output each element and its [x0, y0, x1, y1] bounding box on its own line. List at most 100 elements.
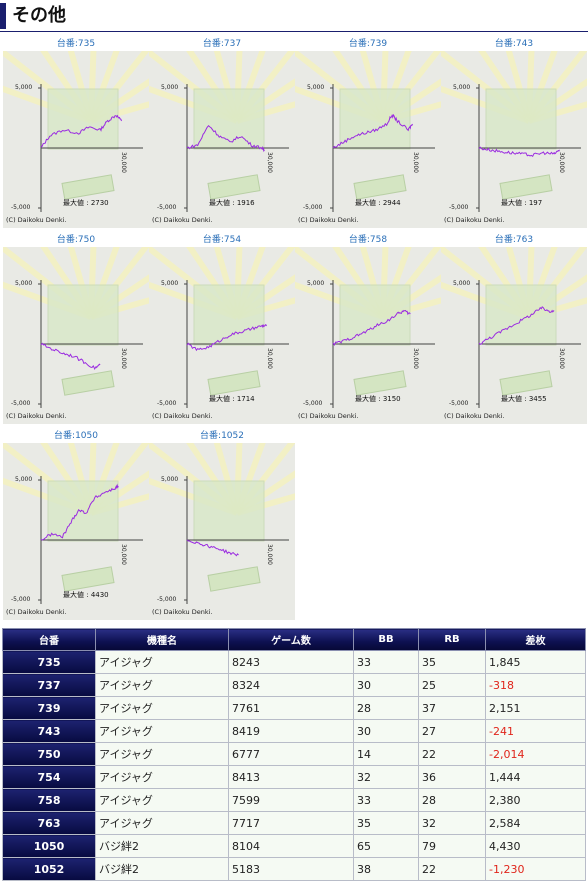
- graph-machine-link[interactable]: 台番:739: [348, 39, 388, 49]
- machine-number-cell: 743: [2, 719, 96, 743]
- max-value: 最大値 : 3455: [501, 394, 547, 404]
- bb-count-cell: 65: [353, 834, 419, 858]
- coin-diff-cell: -2,014: [485, 742, 586, 766]
- model-name-cell: アイジャグ: [95, 673, 229, 697]
- table-row: 750 アイジャグ 6777 14 22 -2,014: [2, 742, 586, 766]
- coin-diff-cell: -1,230: [485, 857, 586, 881]
- table-row: 739 アイジャグ 7761 28 37 2,151: [2, 696, 586, 720]
- col-header-model: 機種名: [95, 628, 229, 651]
- graph-machine-link[interactable]: 台番:735: [56, 39, 96, 49]
- rb-count-cell: 28: [418, 788, 486, 812]
- tray-illustration: [61, 370, 115, 396]
- graph-svg: [3, 443, 149, 604]
- bb-count-cell: 30: [353, 719, 419, 743]
- machine-illustration: [193, 88, 265, 150]
- graph-card: 台番:763 5,000 -5,000 30,000 最大値 : 3455 (C) Dai…: [441, 234, 587, 424]
- y-tick-bottom: -5,000: [157, 400, 177, 407]
- max-value-prefix: 最大値 :: [209, 199, 237, 207]
- y-tick-bottom: -5,000: [11, 596, 31, 603]
- table-row: 754 アイジャグ 8413 32 36 1,444: [2, 765, 586, 789]
- rb-count-cell: 79: [418, 834, 486, 858]
- y-tick-bottom: -5,000: [303, 400, 323, 407]
- y-tick-bottom: -5,000: [449, 204, 469, 211]
- graph-panel: 5,000 -5,000 30,000 最大値 : 1916 (C) Daikoku D…: [149, 51, 295, 228]
- max-value: 最大値 : 1916: [209, 198, 255, 208]
- game-count-cell: 8413: [228, 765, 354, 789]
- graph-machine-link[interactable]: 台番:750: [56, 235, 96, 245]
- machine-illustration: [339, 284, 411, 346]
- graph-machine-link[interactable]: 台番:743: [494, 39, 534, 49]
- graph-card: 台番:754 5,000 -5,000 30,000 最大値 : 1714 (C) Dai…: [149, 234, 295, 424]
- rb-count-cell: 25: [418, 673, 486, 697]
- slump-line: [40, 114, 122, 148]
- slump-line: [40, 483, 119, 541]
- copyright: (C) Daikoku Denki.: [444, 216, 505, 224]
- table-row: 763 アイジャグ 7717 35 32 2,584: [2, 811, 586, 835]
- graph-svg: [3, 51, 149, 212]
- graph-card: 台番:750 5,000 -5,000 30,000 (C) Daikoku Denki…: [3, 234, 149, 424]
- bb-count-cell: 30: [353, 673, 419, 697]
- col-header-number: 台番: [2, 628, 96, 651]
- table-row: 1050 バジ絆2 8104 65 79 4,430: [2, 834, 586, 858]
- col-header-bb: BB: [353, 628, 419, 651]
- game-count-cell: 8324: [228, 673, 354, 697]
- col-header-games: ゲーム数: [228, 628, 354, 651]
- slump-line: [478, 306, 555, 345]
- machine-number-cell: 1052: [2, 857, 96, 881]
- max-value-prefix: 最大値 :: [355, 395, 383, 403]
- rb-count-cell: 36: [418, 765, 486, 789]
- model-name-cell: アイジャグ: [95, 696, 229, 720]
- graph-machine-link[interactable]: 台番:758: [348, 235, 388, 245]
- max-value: 最大値 : 197: [501, 198, 542, 208]
- y-tick-bottom: -5,000: [11, 400, 31, 407]
- graph-svg: [295, 247, 441, 408]
- game-count-cell: 6777: [228, 742, 354, 766]
- machine-illustration: [47, 284, 119, 346]
- machine-number-cell: 737: [2, 673, 96, 697]
- game-count-cell: 8243: [228, 650, 354, 674]
- graph-card: 台番:743 5,000 -5,000 30,000 最大値 : 197 (C) Daik…: [441, 38, 587, 228]
- graph-svg: [149, 443, 295, 604]
- graph-machine-link[interactable]: 台番:737: [202, 39, 242, 49]
- x-tick-label: 30,000: [120, 152, 127, 173]
- tray-illustration: [61, 174, 115, 200]
- copyright: (C) Daikoku Denki.: [6, 412, 67, 420]
- max-value-prefix: 最大値 :: [63, 199, 91, 207]
- coin-diff-cell: 1,845: [485, 650, 586, 674]
- model-name-cell: バジ絆2: [95, 857, 229, 881]
- tray-illustration: [207, 174, 261, 200]
- x-tick-label: 30,000: [558, 348, 565, 369]
- machine-number-cell: 750: [2, 742, 96, 766]
- section-rule: [0, 31, 588, 32]
- graph-machine-link[interactable]: 台番:1052: [200, 431, 244, 441]
- game-count-cell: 7761: [228, 696, 354, 720]
- slump-line: [186, 124, 265, 153]
- table-row: 743 アイジャグ 8419 30 27 -241: [2, 719, 586, 743]
- graph-card: 台番:735 5,000 -5,000 30,000 最大値 : 2730 (C) Dai…: [3, 38, 149, 228]
- table-header-row: 台番 機種名 ゲーム数 BB RB 差枚: [2, 628, 586, 651]
- graph-card: 台番:1050 5,000 -5,000 30,000 最大値 : 4430 (C) Da…: [3, 430, 149, 620]
- graph-svg: [149, 51, 295, 212]
- machine-number-cell: 739: [2, 696, 96, 720]
- y-tick-top: 5,000: [161, 84, 179, 91]
- copyright: (C) Daikoku Denki.: [152, 412, 213, 420]
- graph-panel: 5,000 -5,000 30,000 最大値 : 2944 (C) Daikoku D…: [295, 51, 441, 228]
- copyright: (C) Daikoku Denki.: [152, 216, 213, 224]
- y-tick-top: 5,000: [307, 280, 325, 287]
- graph-panel: 5,000 -5,000 30,000 最大値 : 4430 (C) Daikoku D…: [3, 443, 149, 620]
- rb-count-cell: 27: [418, 719, 486, 743]
- graph-machine-link[interactable]: 台番:763: [494, 235, 534, 245]
- coin-diff-cell: 2,584: [485, 811, 586, 835]
- game-count-cell: 7599: [228, 788, 354, 812]
- machine-illustration: [47, 88, 119, 150]
- graph-panel: 5,000 -5,000 30,000 最大値 : 197 (C) Daikoku De…: [441, 51, 587, 228]
- game-count-cell: 8104: [228, 834, 354, 858]
- model-name-cell: アイジャグ: [95, 742, 229, 766]
- y-tick-bottom: -5,000: [449, 400, 469, 407]
- section-header-bar: [0, 3, 6, 29]
- graph-machine-link[interactable]: 台番:754: [202, 235, 242, 245]
- tray-illustration: [353, 174, 407, 200]
- x-tick-label: 30,000: [412, 152, 419, 173]
- graph-machine-link[interactable]: 台番:1050: [54, 431, 98, 441]
- y-tick-top: 5,000: [15, 280, 33, 287]
